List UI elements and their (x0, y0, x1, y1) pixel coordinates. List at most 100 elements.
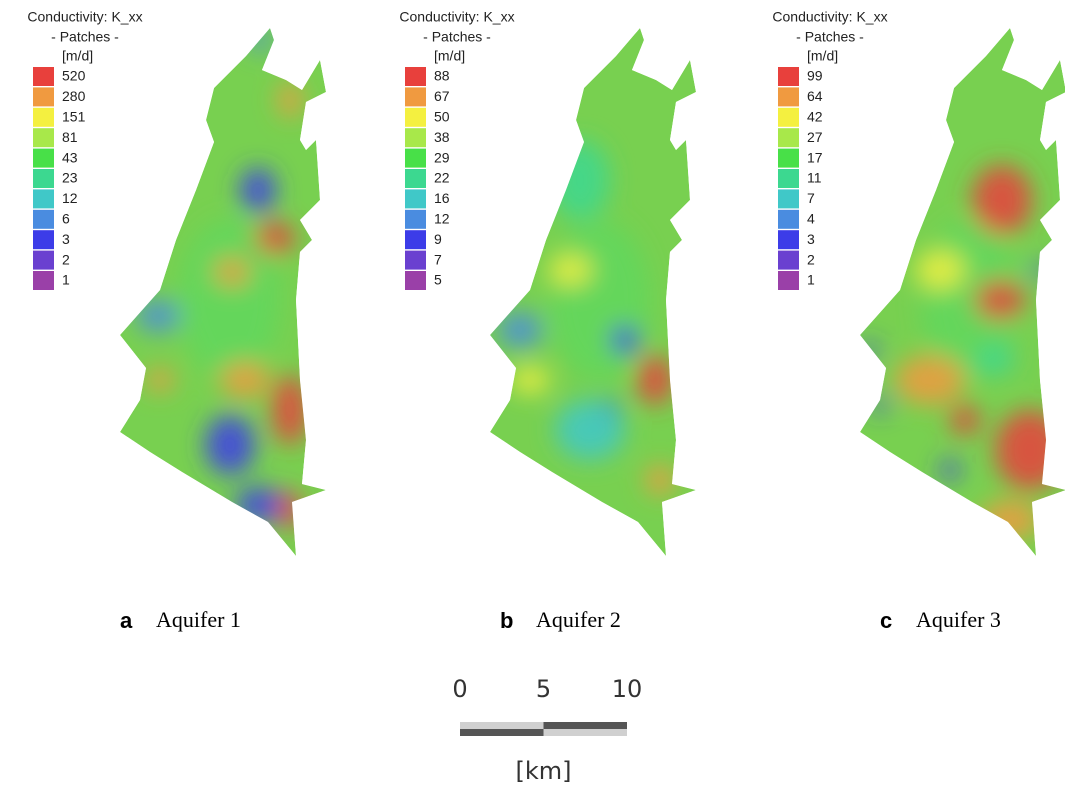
map-patch (950, 405, 980, 435)
map-patch (611, 326, 639, 354)
legend-swatch (33, 107, 54, 127)
map-patch (975, 280, 1025, 320)
map-patch (180, 220, 280, 380)
legend-swatch (778, 271, 799, 290)
panel-label: Aquifer 3 (916, 607, 1001, 632)
legend-value: 50 (434, 109, 450, 125)
legend-swatch (405, 128, 426, 148)
legend-value: 2 (807, 251, 815, 267)
map-patch (872, 397, 888, 413)
map-patch (637, 355, 673, 405)
legend-swatch (33, 169, 54, 188)
legend-value: 9 (434, 231, 442, 247)
map-patches (862, 165, 1065, 540)
map-patch (498, 312, 542, 348)
legend-swatch (33, 87, 54, 107)
scale-tick-label: 0 (452, 675, 467, 703)
legend-value: 280 (62, 88, 86, 104)
map-patch (205, 415, 255, 475)
legend-value: 5 (434, 272, 442, 288)
legend-value: 7 (807, 190, 815, 206)
map-patch (915, 250, 965, 290)
legend-swatch (405, 107, 426, 127)
scale-segment (543, 722, 627, 729)
legend-swatch (778, 230, 799, 250)
legend-swatch (405, 271, 426, 290)
legend-value: 43 (62, 149, 78, 165)
legend-value: 88 (434, 68, 450, 84)
legend-value: 42 (807, 109, 823, 125)
scale-segment (543, 729, 627, 736)
legend-swatch (778, 128, 799, 148)
legend-swatch (778, 250, 799, 270)
map (120, 28, 326, 556)
legend-value: 151 (62, 109, 86, 125)
legend-value: 27 (807, 129, 823, 145)
map-patch (214, 258, 250, 286)
legend-subtitle: - Patches - (51, 29, 119, 45)
legend-subtitle: - Patches - (796, 29, 864, 45)
legend-swatch (405, 250, 426, 270)
legend-swatch (33, 128, 54, 148)
panel-label: Aquifer 2 (536, 607, 621, 632)
legend-swatch (778, 169, 799, 188)
scale-segment (460, 722, 544, 729)
map-patches (136, 28, 308, 530)
legend-value: 17 (807, 149, 823, 165)
legend-swatch (778, 148, 799, 168)
legend-value: 6 (62, 211, 70, 227)
legend-value: 38 (434, 129, 450, 145)
legend-swatch (405, 67, 426, 86)
map-patch (975, 345, 1015, 375)
legend-swatch (778, 67, 799, 86)
legend-swatch (405, 148, 426, 168)
legend-swatch (778, 107, 799, 127)
map-patch (255, 222, 295, 254)
legend-unit: [m/d] (807, 48, 838, 64)
scale-unit: [km] (515, 757, 571, 785)
legend-value: 29 (434, 149, 450, 165)
map-patch (980, 500, 1040, 540)
legend-value: 99 (807, 68, 823, 84)
legend-swatch (33, 230, 54, 250)
legend-value: 520 (62, 68, 86, 84)
legend-value: 64 (807, 88, 823, 104)
panel-label: Aquifer 1 (156, 607, 241, 632)
legend-value: 7 (434, 251, 442, 267)
panel-letter: b (500, 608, 513, 633)
legend-swatch (778, 189, 799, 209)
legend-swatch (33, 250, 54, 270)
map-patch (550, 220, 650, 380)
map-patch (235, 487, 285, 523)
legend-swatch (405, 209, 426, 229)
legend-value: 16 (434, 190, 450, 206)
legend-swatch (33, 189, 54, 209)
map-patch (972, 165, 1032, 235)
legend-value: 22 (434, 170, 450, 186)
legend-swatch (778, 87, 799, 107)
map-patch (862, 342, 878, 358)
legend-swatch (33, 209, 54, 229)
map-patch (895, 355, 965, 405)
legend-title: Conductivity: K_xx (27, 9, 142, 25)
legend-value: 3 (807, 231, 815, 247)
map-patch (555, 400, 625, 460)
legend-value: 67 (434, 88, 450, 104)
map-patch (278, 82, 302, 118)
legend-value: 2 (62, 251, 70, 267)
scale-tick-label: 5 (536, 675, 551, 703)
map-patch (250, 28, 270, 52)
map-patch (940, 460, 960, 480)
legend-swatch (405, 230, 426, 250)
map-patch (995, 410, 1065, 490)
legend-swatch (405, 169, 426, 188)
map (490, 28, 696, 556)
map-patch (146, 368, 174, 392)
legend-value: 4 (807, 211, 815, 227)
legend-value: 23 (62, 170, 78, 186)
map-patch (1032, 262, 1048, 278)
legend-value: 1 (807, 272, 815, 288)
scale-segment (460, 729, 544, 736)
legend-value: 12 (434, 211, 450, 227)
